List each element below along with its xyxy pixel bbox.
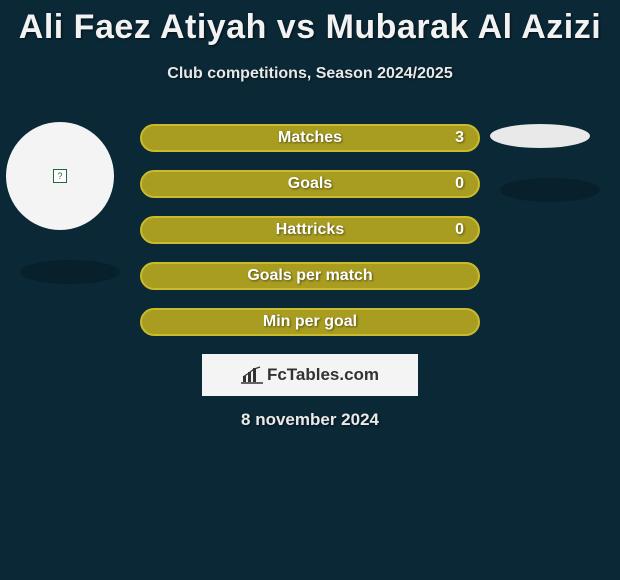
stat-bar-goals-per-match: Goals per match [140,262,480,290]
date-text: 8 november 2024 [0,410,620,430]
stat-bar-min-per-goal: Min per goal [140,308,480,336]
stats-bars: Matches 3 Goals 0 Hattricks 0 Goals per … [140,124,480,354]
page-subtitle: Club competitions, Season 2024/2025 [0,65,620,83]
player-left-avatar: ? [6,122,114,230]
stat-label: Goals per match [247,267,372,285]
stat-label: Goals [288,175,332,193]
stat-value: 3 [455,129,464,147]
bar-chart-icon [241,366,263,384]
stat-value: 0 [455,175,464,193]
stat-label: Min per goal [263,313,357,331]
stat-label: Matches [278,129,342,147]
stat-label: Hattricks [276,221,344,239]
page-title: Ali Faez Atiyah vs Mubarak Al Azizi [0,0,620,47]
shadow-right-dark-ellipse [500,178,600,202]
shadow-left-ellipse [20,260,120,284]
stat-value: 0 [455,221,464,239]
shadow-right-light-ellipse [490,124,590,148]
stat-bar-matches: Matches 3 [140,124,480,152]
stat-bar-hattricks: Hattricks 0 [140,216,480,244]
stat-bar-goals: Goals 0 [140,170,480,198]
logo-box: FcTables.com [202,354,418,396]
image-placeholder-icon: ? [53,169,67,183]
logo-text: FcTables.com [267,365,379,385]
